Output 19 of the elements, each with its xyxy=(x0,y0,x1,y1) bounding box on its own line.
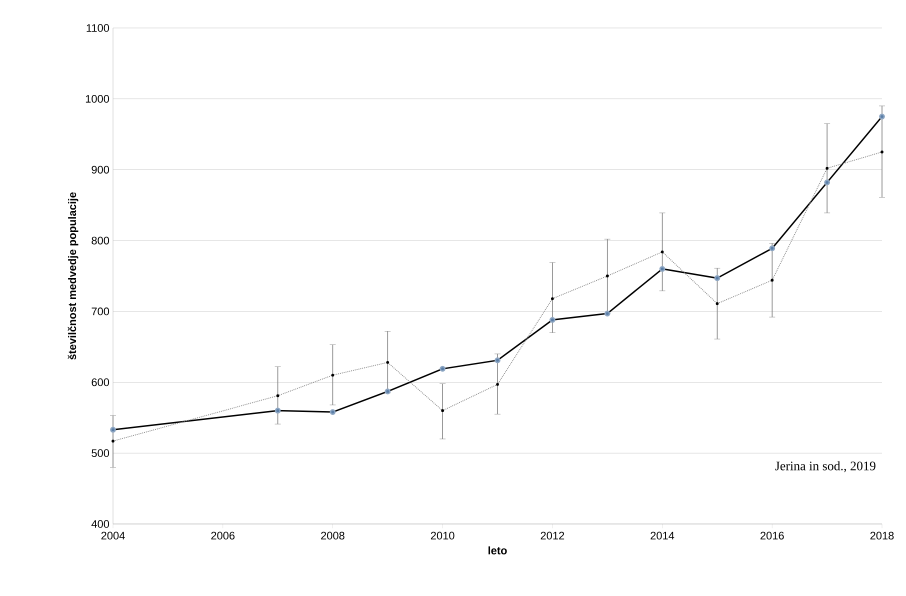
y-tick-label: 900 xyxy=(92,166,110,174)
y-tick-label: 800 xyxy=(92,236,110,244)
y-tick-label: 1000 xyxy=(86,94,110,103)
x-tick-label: 2004 xyxy=(101,532,125,540)
annotation: Jerina in sod., 2019 xyxy=(775,461,876,472)
y-axis-title: številčnost medvedje populacije xyxy=(68,192,78,360)
x-tick-label: 2010 xyxy=(430,532,454,540)
y-tick-label: 1100 xyxy=(86,24,110,32)
x-tick-label: 2012 xyxy=(540,532,564,540)
y-tick-label: 400 xyxy=(91,520,110,528)
x-tick-label: 2006 xyxy=(211,532,235,540)
x-tick-label: 2018 xyxy=(870,532,894,540)
y-tick-label: 500 xyxy=(92,449,110,458)
x-tick-label: 2008 xyxy=(321,532,344,540)
x-tick-label: 2014 xyxy=(650,532,674,540)
x-tick-label: 2016 xyxy=(760,532,784,540)
y-tick-label: 600 xyxy=(92,378,110,386)
x-axis-title: leto xyxy=(488,546,507,554)
y-tick-label: 700 xyxy=(92,308,110,316)
